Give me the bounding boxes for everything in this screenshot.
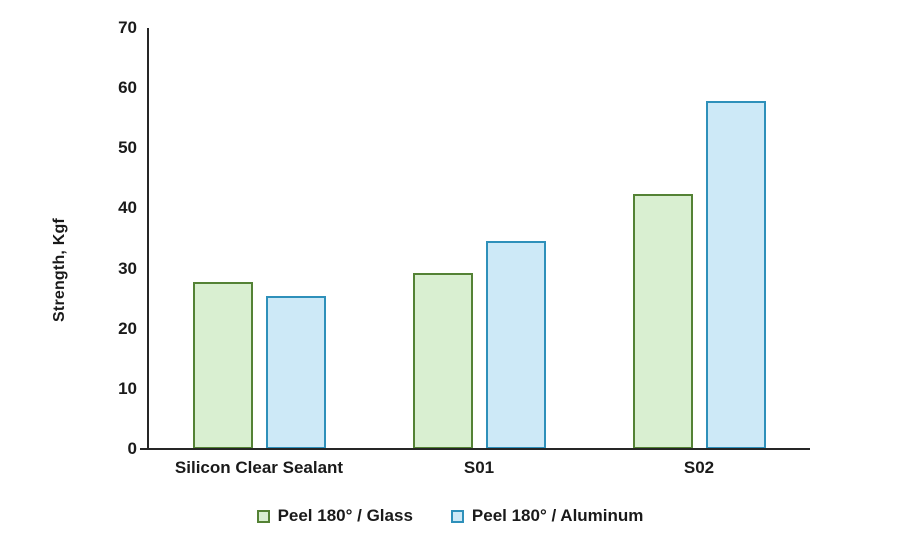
bar-aluminum-1 [265,296,326,449]
y-tick-0: 0 [127,439,137,458]
bar-glass-3 [632,193,693,449]
y-tick-60: 60 [118,78,137,98]
y-tick-30: 30 [118,258,137,278]
x-category-label-2: S01 [463,458,495,477]
legend-item-glass: Peel 180° / Glass [256,506,413,526]
y-tick-10: 10 [118,378,137,398]
bar-aluminum-2 [485,240,546,449]
legend-label-glass: Peel 180° / Glass [277,506,413,525]
legend-label-aluminum: Peel 180° / Aluminum [471,506,644,525]
legend-swatch-glass [256,509,270,523]
x-axis-line [140,448,810,450]
y-tick-70: 70 [118,18,137,37]
y-axis-title: Strength, Kgf [51,218,68,322]
bar-aluminum-3 [705,101,766,449]
legend-swatch-aluminum [450,509,464,523]
y-tick-50: 50 [118,138,137,158]
bar-glass-1 [192,282,253,449]
y-tick-20: 20 [118,318,137,338]
legend-item-aluminum: Peel 180° / Aluminum [450,506,644,526]
bar-glass-2 [412,272,473,449]
x-category-label-1: Silicon Clear Sealant [174,458,344,477]
y-axis-line [147,28,149,450]
legend: Peel 180° / Glass Peel 180° / Aluminum [0,506,900,526]
x-category-label-3: S02 [683,458,715,477]
y-tick-40: 40 [118,198,137,218]
